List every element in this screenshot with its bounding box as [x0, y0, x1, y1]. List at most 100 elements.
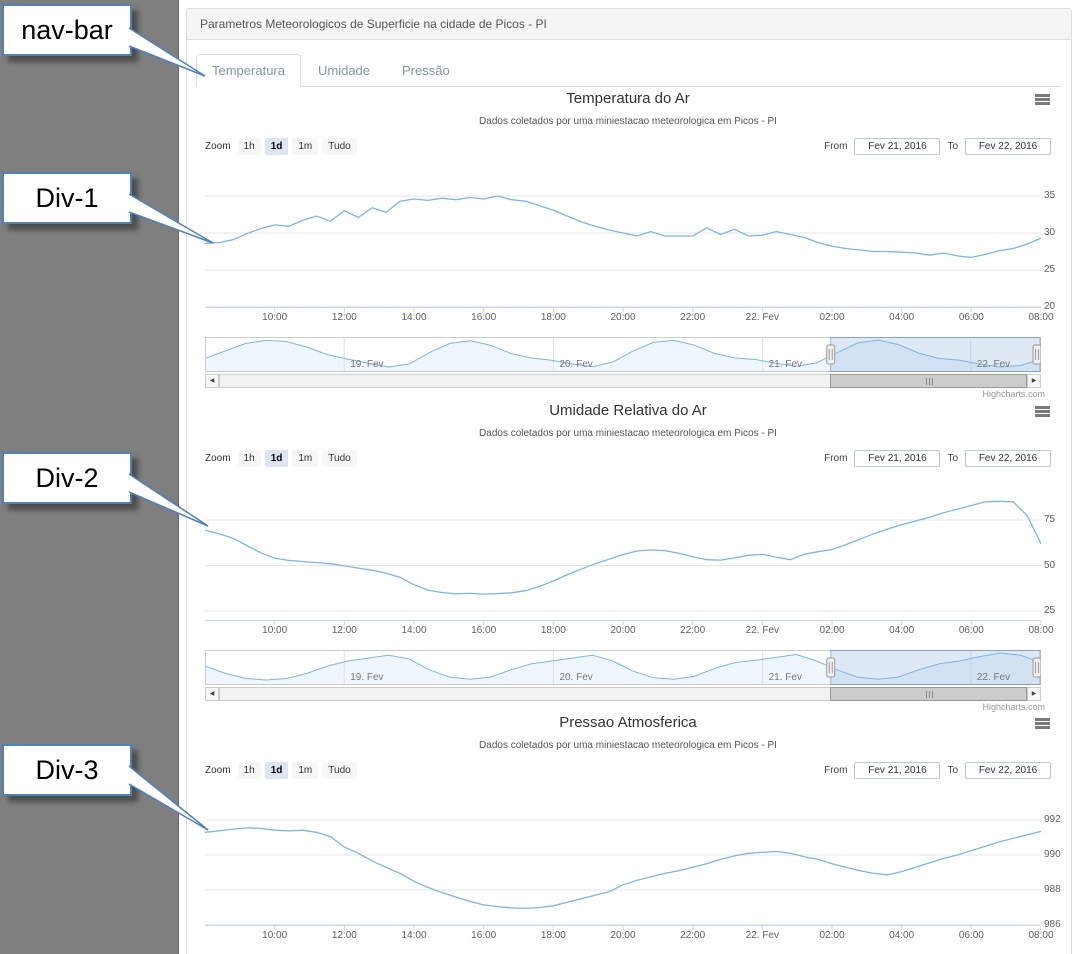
to-label: To	[947, 452, 958, 464]
chart-context-menu-icon[interactable]	[1035, 94, 1050, 106]
x-axis-label: 22. Fev	[745, 625, 780, 636]
tab-temperatura[interactable]: Temperatura	[196, 54, 301, 87]
chart-context-menu-icon[interactable]	[1035, 406, 1050, 418]
zoom-1d-button[interactable]: 1d	[264, 137, 289, 155]
x-axis-label: 10:00	[262, 625, 288, 636]
date-range: From Fev 21, 2016 To Fev 22, 2016	[824, 137, 1051, 155]
zoom-1m-button[interactable]: 1m	[292, 137, 319, 155]
scrollbar-right-arrow[interactable]: ▶	[1027, 687, 1041, 701]
x-axis-label: 20:00	[610, 930, 636, 941]
annotation-div3: Div-3	[2, 744, 132, 796]
x-axis-label: 18:00	[540, 625, 566, 636]
credits[interactable]: Highcharts.com	[982, 702, 1045, 712]
x-axis-label: 18:00	[540, 312, 566, 323]
scrollbar[interactable]: ◀ ▶	[205, 374, 1041, 388]
y-axis-label: 30	[1044, 227, 1056, 238]
x-axis-label: 06:00	[958, 930, 984, 941]
range-selector: Zoom 1h 1d 1m Tudo From Fev 21, 2016 To …	[205, 137, 1051, 155]
panel-heading: Parametros Meteorologicos de Superficie …	[187, 9, 1071, 40]
x-axis-label: 14:00	[401, 930, 427, 941]
x-axis-label: 08:00	[1028, 312, 1054, 323]
plot-area	[205, 819, 1041, 930]
y-axis-label: 20	[1044, 301, 1056, 312]
to-date-input[interactable]: Fev 22, 2016	[965, 137, 1051, 155]
x-axis-label: 10:00	[262, 312, 288, 323]
credits[interactable]: Highcharts.com	[982, 389, 1045, 399]
navigator-day-label: 20. Fev	[559, 359, 593, 370]
x-axis-label: 06:00	[958, 625, 984, 636]
chart-temperatura: Temperatura do Ar Dados coletados por um…	[195, 88, 1061, 400]
chart-title: Umidade Relativa do Ar	[549, 402, 707, 419]
zoom-tudo-button[interactable]: Tudo	[322, 761, 357, 779]
x-axis-label: 16:00	[471, 930, 497, 941]
tab-pressao[interactable]: Pressão	[402, 63, 450, 78]
chart-pressao: Pressao Atmosferica Dados coletados por …	[195, 712, 1061, 954]
annotation-label: Div-1	[35, 182, 99, 213]
zoom-1h-button[interactable]: 1h	[237, 137, 261, 155]
scrollbar-thumb[interactable]	[830, 687, 1027, 701]
scrollbar-left-arrow[interactable]: ◀	[205, 687, 219, 701]
scrollbar[interactable]: ◀ ▶	[205, 687, 1041, 701]
x-axis-label: 22:00	[680, 625, 706, 636]
zoom-1d-button[interactable]: 1d	[264, 761, 289, 779]
zoom-label: Zoom	[205, 452, 231, 464]
x-axis-label: 04:00	[889, 930, 915, 941]
plot-area	[205, 500, 1041, 625]
zoom-label: Zoom	[205, 764, 231, 776]
chart-subtitle: Dados coletados por uma miniestacao mete…	[479, 116, 777, 127]
y-axis-label: 75	[1044, 514, 1056, 526]
zoom-tudo-button[interactable]: Tudo	[322, 449, 357, 467]
x-axis-label: 22. Fev	[745, 930, 780, 941]
chart-title: Temperatura do Ar	[566, 90, 690, 107]
zoom-1h-button[interactable]: 1h	[237, 761, 261, 779]
range-selector: Zoom 1h 1d 1m Tudo From Fev 21, 2016 To …	[205, 449, 1051, 467]
navigator-day-label: 19. Fev	[350, 359, 384, 370]
plot-area	[205, 195, 1041, 312]
from-label: From	[824, 452, 848, 464]
x-axis-label: 02:00	[819, 312, 845, 323]
annotation-navbar: nav-bar	[2, 4, 132, 56]
to-date-input[interactable]: Fev 22, 2016	[965, 761, 1051, 779]
scrollbar-left-arrow[interactable]: ◀	[205, 374, 219, 388]
navigator[interactable]	[205, 650, 1041, 685]
x-axis-label: 22:00	[680, 930, 706, 941]
x-axis-label: 04:00	[889, 312, 915, 323]
annotation-label: nav-bar	[21, 14, 113, 45]
y-axis-label: 986	[1044, 919, 1061, 931]
x-axis-label: 08:00	[1028, 625, 1054, 636]
navigator-day-label: 22. Fev	[976, 359, 1011, 370]
tab-umidade[interactable]: Umidade	[317, 63, 371, 78]
from-date-input[interactable]: Fev 21, 2016	[854, 761, 941, 779]
zoom-tudo-button[interactable]: Tudo	[322, 137, 357, 155]
from-date-input[interactable]: Fev 21, 2016	[854, 137, 941, 155]
x-axis-label: 20:00	[610, 312, 636, 323]
chart-subtitle: Dados coletados por uma miniestacao mete…	[479, 428, 777, 439]
zoom-1m-button[interactable]: 1m	[292, 761, 319, 779]
to-date-input[interactable]: Fev 22, 2016	[965, 449, 1051, 467]
navigator-day-label: 20. Fev	[559, 672, 593, 683]
y-axis-label: 25	[1044, 605, 1056, 617]
x-axis-label: 22:00	[680, 312, 706, 323]
range-selector: Zoom 1h 1d 1m Tudo From Fev 21, 2016 To …	[205, 761, 1051, 779]
chart-subtitle: Dados coletados por uma miniestacao mete…	[479, 740, 777, 751]
scrollbar-right-arrow[interactable]: ▶	[1027, 374, 1041, 388]
zoom-1m-button[interactable]: 1m	[292, 449, 319, 467]
zoom-1h-button[interactable]: 1h	[237, 449, 261, 467]
tab-bar: Temperatura Umidade Pressão	[196, 53, 1062, 87]
y-axis-label: 988	[1044, 884, 1061, 896]
chart-title: Pressao Atmosferica	[559, 714, 697, 731]
scrollbar-thumb[interactable]	[830, 374, 1027, 388]
zoom-1d-button[interactable]: 1d	[264, 449, 289, 467]
date-range: From Fev 21, 2016 To Fev 22, 2016	[824, 761, 1051, 779]
chart-context-menu-icon[interactable]	[1035, 718, 1050, 730]
x-axis-label: 06:00	[958, 312, 984, 323]
main-panel: Parametros Meteorologicos de Superficie …	[186, 8, 1072, 954]
x-axis-label: 20:00	[610, 625, 636, 636]
from-label: From	[824, 140, 848, 152]
zoom-label: Zoom	[205, 140, 231, 152]
y-axis-label: 990	[1044, 849, 1061, 861]
chart-umidade: Umidade Relativa do Ar Dados coletados p…	[195, 400, 1061, 712]
x-axis-label: 22. Fev	[745, 312, 780, 323]
navigator[interactable]	[205, 337, 1041, 372]
from-date-input[interactable]: Fev 21, 2016	[854, 449, 941, 467]
